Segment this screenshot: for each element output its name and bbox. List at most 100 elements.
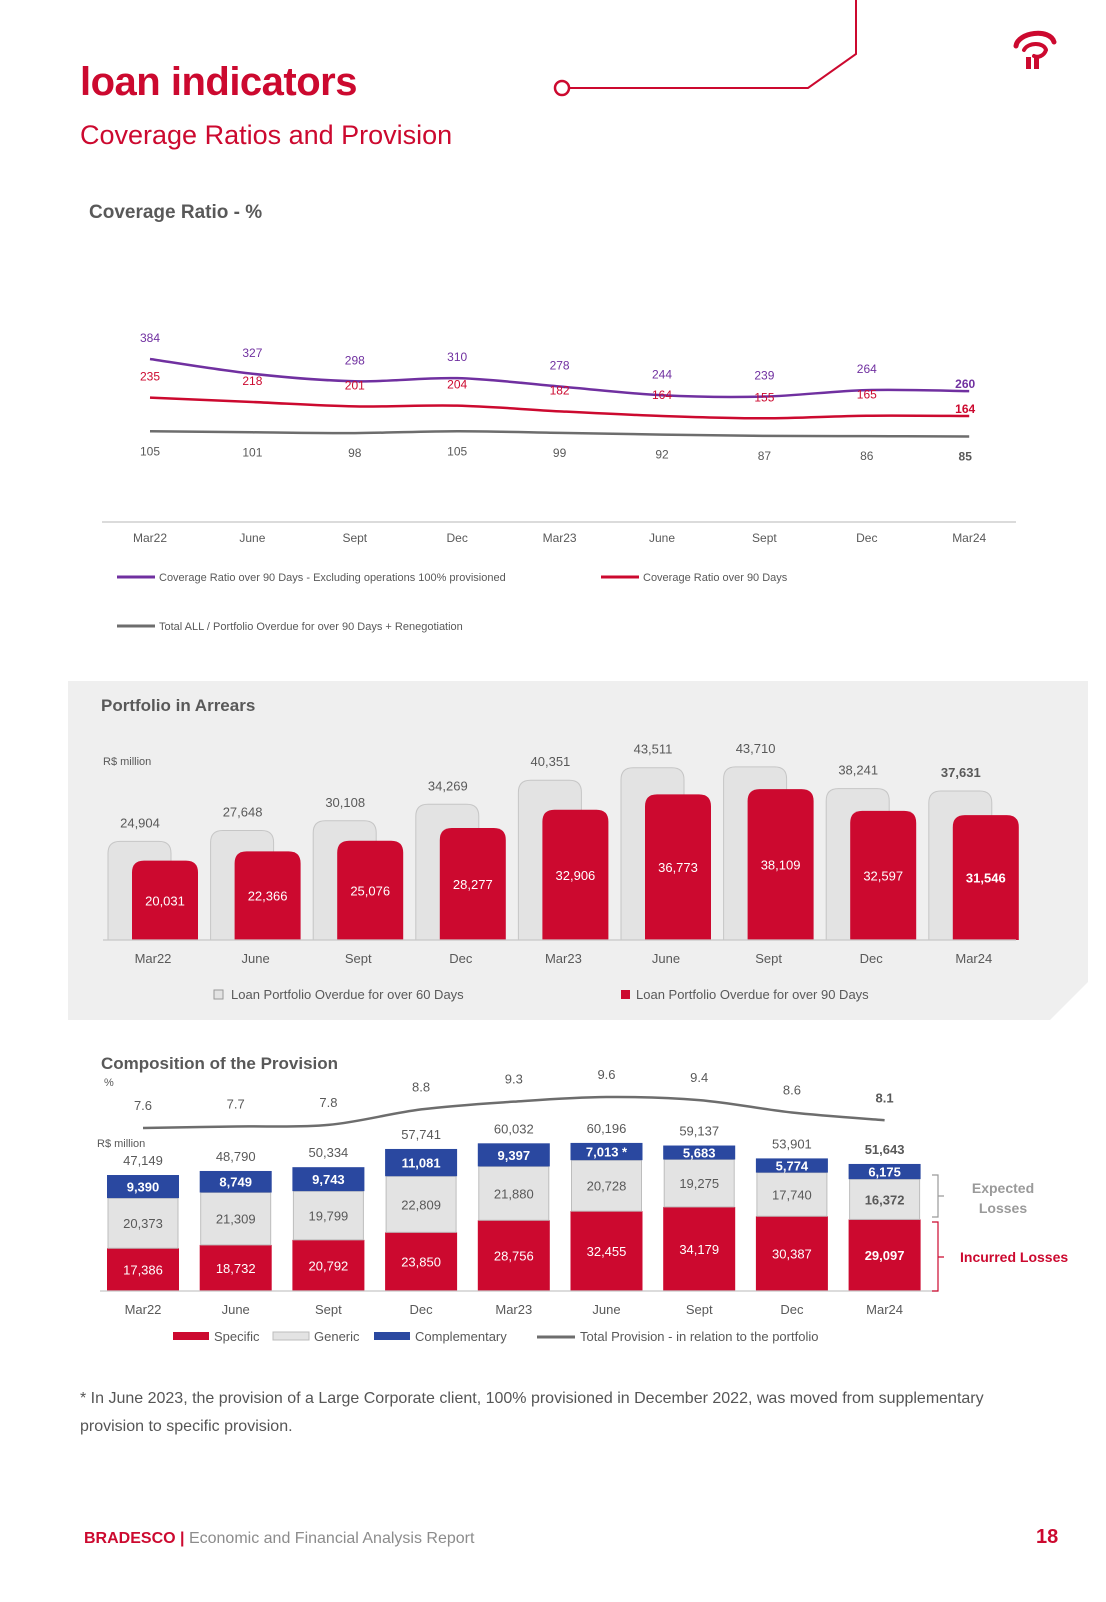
bar-90-label: 25,076 bbox=[350, 883, 390, 898]
bar-90-days bbox=[439, 828, 506, 940]
bar-generic bbox=[292, 1190, 364, 1241]
footnote: * In June 2023, the provision of a Large… bbox=[80, 1390, 984, 1435]
line-data-label: 7.8 bbox=[319, 1095, 337, 1110]
complementary-label: 9,397 bbox=[498, 1148, 531, 1163]
bar-60-label: 43,511 bbox=[634, 742, 673, 757]
complementary-label: 7,013 * bbox=[586, 1145, 628, 1160]
x-tick-label: Sept bbox=[342, 531, 367, 545]
complementary-label: 8,749 bbox=[219, 1175, 252, 1190]
legend-label: Coverage Ratio over 90 Days bbox=[643, 572, 788, 584]
specific-label: 18,732 bbox=[216, 1261, 256, 1276]
series-line-3 bbox=[149, 430, 970, 438]
x-tick-label: Mar23 bbox=[495, 1302, 532, 1317]
bar-specific bbox=[199, 1244, 272, 1291]
line-data-label: 7.6 bbox=[134, 1098, 152, 1113]
legend-swatch bbox=[272, 1331, 310, 1341]
x-tick-label: Sept bbox=[315, 1302, 342, 1317]
bar-complementary bbox=[755, 1158, 828, 1173]
total-label: 60,196 bbox=[587, 1121, 627, 1136]
total-label: 53,901 bbox=[772, 1136, 812, 1151]
series-line-1 bbox=[149, 357, 970, 399]
line-data-label: 8.1 bbox=[876, 1090, 894, 1105]
specific-label: 29,097 bbox=[865, 1248, 905, 1263]
data-label: 244 bbox=[652, 367, 672, 381]
data-label: 92 bbox=[655, 448, 669, 462]
data-label: 85 bbox=[959, 449, 973, 463]
line-data-label: 9.3 bbox=[505, 1072, 523, 1087]
x-tick-label: Mar23 bbox=[545, 951, 582, 966]
x-tick-label: Dec bbox=[410, 1302, 434, 1317]
generic-label: 20,728 bbox=[587, 1179, 627, 1194]
total-label: 57,741 bbox=[401, 1127, 441, 1142]
x-tick-label: Mar24 bbox=[952, 531, 986, 545]
data-label: 105 bbox=[140, 444, 160, 458]
bar-90-days bbox=[952, 815, 1019, 940]
bar-specific bbox=[385, 1232, 458, 1291]
complementary-label: 5,774 bbox=[776, 1159, 809, 1174]
portfolio-arrears-chart: 24,904 20,031 Mar22 27,648 22,366 June 30,108 2… bbox=[103, 741, 1019, 1002]
specific-label: 30,387 bbox=[772, 1247, 812, 1262]
x-tick-label: June bbox=[649, 531, 675, 545]
bar-generic bbox=[478, 1165, 550, 1221]
total-label: 50,334 bbox=[309, 1145, 349, 1160]
specific-label: 23,850 bbox=[401, 1255, 441, 1270]
bar-complementary bbox=[107, 1175, 179, 1199]
bar-generic bbox=[571, 1159, 642, 1212]
bar-complementary bbox=[199, 1170, 272, 1193]
legend-swatch bbox=[173, 1332, 209, 1340]
total-label: 59,137 bbox=[679, 1124, 719, 1139]
decoration-line bbox=[569, 0, 857, 89]
data-label: 235 bbox=[140, 370, 160, 384]
bar-specific bbox=[663, 1206, 736, 1291]
data-label: 105 bbox=[447, 444, 467, 458]
header-decoration bbox=[553, 0, 857, 97]
x-tick-label: Dec bbox=[447, 531, 468, 545]
provision-chart-title: Composition of the Provision bbox=[101, 1054, 339, 1073]
x-tick-label: Mar24 bbox=[866, 1302, 903, 1317]
bar-generic bbox=[200, 1191, 272, 1246]
x-tick-label: Mar24 bbox=[955, 951, 992, 966]
specific-label: 28,756 bbox=[494, 1249, 534, 1264]
data-label: 278 bbox=[550, 358, 570, 372]
expected-losses-brace bbox=[932, 1174, 944, 1218]
bar-generic bbox=[756, 1172, 828, 1217]
data-label: 155 bbox=[754, 390, 774, 404]
line-data-label: 9.6 bbox=[597, 1067, 615, 1082]
x-tick-label: Mar22 bbox=[133, 531, 167, 545]
generic-label: 20,373 bbox=[123, 1216, 163, 1231]
x-tick-label: Dec bbox=[449, 951, 473, 966]
bar-60-label: 43,710 bbox=[736, 741, 776, 756]
bar-specific bbox=[477, 1220, 550, 1291]
bar-generic bbox=[663, 1159, 735, 1208]
bar-60-label: 30,108 bbox=[325, 795, 365, 810]
data-label: 164 bbox=[955, 402, 975, 416]
bar-generic bbox=[849, 1178, 921, 1220]
bar-90-label: 36,773 bbox=[658, 860, 698, 875]
page-subtitle: Coverage Ratios and Provision bbox=[80, 120, 453, 150]
data-label: 87 bbox=[758, 449, 772, 463]
total-label: 47,149 bbox=[123, 1153, 163, 1168]
data-label: 239 bbox=[754, 369, 774, 383]
generic-label: 16,372 bbox=[865, 1192, 905, 1207]
data-label: 218 bbox=[242, 374, 262, 388]
generic-label: 21,880 bbox=[494, 1186, 534, 1201]
x-tick-label: Mar22 bbox=[135, 951, 172, 966]
bar-60-label: 40,351 bbox=[531, 754, 571, 769]
bar-90-label: 32,906 bbox=[556, 868, 596, 883]
data-label: 98 bbox=[348, 446, 362, 460]
bar-90-days bbox=[645, 794, 711, 940]
bar-complementary bbox=[477, 1143, 550, 1167]
data-label: 298 bbox=[345, 353, 365, 367]
bar-90-days bbox=[234, 851, 301, 940]
data-label: 182 bbox=[550, 383, 570, 397]
line-data-label: 8.8 bbox=[412, 1079, 430, 1094]
complementary-label: 9,743 bbox=[312, 1172, 345, 1187]
provision-unit-label: R$ million bbox=[97, 1138, 146, 1150]
generic-label: 19,799 bbox=[309, 1208, 349, 1223]
data-label: 384 bbox=[140, 331, 160, 345]
bar-90-label: 32,597 bbox=[863, 868, 903, 883]
total-provision-line bbox=[142, 1095, 885, 1130]
line-data-label: 8.6 bbox=[783, 1083, 801, 1098]
bar-90-label: 22,366 bbox=[248, 889, 288, 904]
data-label: 327 bbox=[242, 346, 262, 360]
